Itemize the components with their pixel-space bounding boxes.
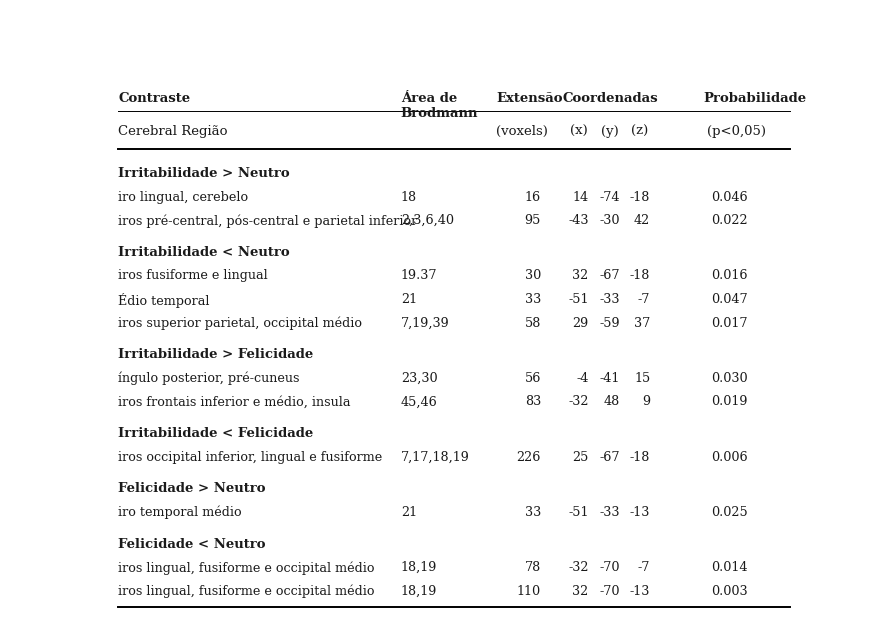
- Text: Cerebral Região: Cerebral Região: [118, 125, 228, 139]
- Text: -74: -74: [600, 191, 620, 203]
- Text: 58: 58: [525, 316, 541, 329]
- Text: -4: -4: [576, 372, 589, 385]
- Text: 0.025: 0.025: [711, 506, 748, 519]
- Text: -7: -7: [638, 561, 650, 574]
- Text: (y): (y): [601, 125, 619, 139]
- Text: 0.046: 0.046: [712, 191, 748, 203]
- Text: 37: 37: [634, 316, 650, 329]
- Text: Área de
Brodmann: Área de Brodmann: [400, 92, 478, 120]
- Text: -51: -51: [568, 293, 589, 306]
- Text: 95: 95: [525, 214, 541, 227]
- Text: iros fusiforme e lingual: iros fusiforme e lingual: [118, 270, 268, 283]
- Text: iros superior parietal, occipital médio: iros superior parietal, occipital médio: [118, 316, 363, 330]
- Text: 7,17,18,19: 7,17,18,19: [400, 451, 469, 464]
- Text: 48: 48: [604, 396, 620, 408]
- Text: (p<0,05): (p<0,05): [707, 125, 766, 139]
- Text: 33: 33: [525, 506, 541, 519]
- Text: -32: -32: [568, 561, 589, 574]
- Text: 32: 32: [572, 585, 589, 598]
- Text: -7: -7: [638, 293, 650, 306]
- Text: iros lingual, fusiforme e occipital médio: iros lingual, fusiforme e occipital médi…: [118, 561, 375, 575]
- Text: 78: 78: [525, 561, 541, 574]
- Text: -18: -18: [630, 451, 650, 464]
- Text: 0.016: 0.016: [712, 270, 748, 283]
- Text: íngulo posterior, pré-cuneus: íngulo posterior, pré-cuneus: [118, 372, 300, 385]
- Text: 18,19: 18,19: [400, 585, 437, 598]
- Text: (x): (x): [570, 125, 587, 139]
- Text: 42: 42: [634, 214, 650, 227]
- Text: 30: 30: [525, 270, 541, 283]
- Text: 0.017: 0.017: [712, 316, 748, 329]
- Text: 18,19: 18,19: [400, 561, 437, 574]
- Text: Coordenadas: Coordenadas: [563, 92, 659, 105]
- Text: iros pré-central, pós-central e parietal inferior: iros pré-central, pós-central e parietal…: [118, 214, 418, 228]
- Text: -67: -67: [600, 270, 620, 283]
- Text: iros occipital inferior, lingual e fusiforme: iros occipital inferior, lingual e fusif…: [118, 451, 383, 464]
- Text: -18: -18: [630, 270, 650, 283]
- Text: 32: 32: [572, 270, 589, 283]
- Text: 33: 33: [525, 293, 541, 306]
- Text: 21: 21: [400, 506, 417, 519]
- Text: Irritabilidade > Felicidade: Irritabilidade > Felicidade: [118, 348, 314, 361]
- Text: 0.047: 0.047: [712, 293, 748, 306]
- Text: -43: -43: [568, 214, 589, 227]
- Text: 14: 14: [572, 191, 589, 203]
- Text: 23,30: 23,30: [400, 372, 437, 385]
- Text: -41: -41: [600, 372, 620, 385]
- Text: Extensão: Extensão: [497, 92, 563, 105]
- Text: -13: -13: [630, 506, 650, 519]
- Text: 0.022: 0.022: [712, 214, 748, 227]
- Text: (voxels): (voxels): [497, 125, 549, 139]
- Text: -70: -70: [600, 561, 620, 574]
- Text: 0.003: 0.003: [712, 585, 748, 598]
- Text: Irritabilidade > Neutro: Irritabilidade > Neutro: [118, 167, 290, 180]
- Text: 18: 18: [400, 191, 417, 203]
- Text: Contraste: Contraste: [118, 92, 191, 105]
- Text: 45,46: 45,46: [400, 396, 437, 408]
- Text: -13: -13: [630, 585, 650, 598]
- Text: iro temporal médio: iro temporal médio: [118, 506, 242, 519]
- Text: 0.006: 0.006: [712, 451, 748, 464]
- Text: -33: -33: [600, 506, 620, 519]
- Text: 15: 15: [634, 372, 650, 385]
- Text: 0.019: 0.019: [712, 396, 748, 408]
- Text: Irritabilidade < Felicidade: Irritabilidade < Felicidade: [118, 427, 314, 440]
- Text: Felicidade < Neutro: Felicidade < Neutro: [118, 538, 266, 550]
- Text: iros frontais inferior e médio, insula: iros frontais inferior e médio, insula: [118, 396, 351, 408]
- Text: -18: -18: [630, 191, 650, 203]
- Text: 19.37: 19.37: [400, 270, 437, 283]
- Text: 0.014: 0.014: [712, 561, 748, 574]
- Text: iros lingual, fusiforme e occipital médio: iros lingual, fusiforme e occipital médi…: [118, 585, 375, 598]
- Text: -30: -30: [600, 214, 620, 227]
- Text: 110: 110: [517, 585, 541, 598]
- Text: 29: 29: [572, 316, 589, 329]
- Text: 9: 9: [642, 396, 650, 408]
- Text: 0.030: 0.030: [712, 372, 748, 385]
- Text: Irritabilidade < Neutro: Irritabilidade < Neutro: [118, 246, 290, 259]
- Text: 7,19,39: 7,19,39: [400, 316, 450, 329]
- Text: -59: -59: [600, 316, 620, 329]
- Text: 21: 21: [400, 293, 417, 306]
- Text: 226: 226: [517, 451, 541, 464]
- Text: 25: 25: [572, 451, 589, 464]
- Text: Édio temporal: Édio temporal: [118, 293, 210, 308]
- Text: 56: 56: [525, 372, 541, 385]
- Text: 83: 83: [525, 396, 541, 408]
- Text: -70: -70: [600, 585, 620, 598]
- Text: iro lingual, cerebelo: iro lingual, cerebelo: [118, 191, 249, 203]
- Text: Probabilidade: Probabilidade: [704, 92, 807, 105]
- Text: Felicidade > Neutro: Felicidade > Neutro: [118, 482, 266, 495]
- Text: (z): (z): [632, 125, 648, 139]
- Text: -51: -51: [568, 506, 589, 519]
- Text: -33: -33: [600, 293, 620, 306]
- Text: 16: 16: [525, 191, 541, 203]
- Text: 2,3,6,40: 2,3,6,40: [400, 214, 453, 227]
- Text: -67: -67: [600, 451, 620, 464]
- Text: -32: -32: [568, 396, 589, 408]
